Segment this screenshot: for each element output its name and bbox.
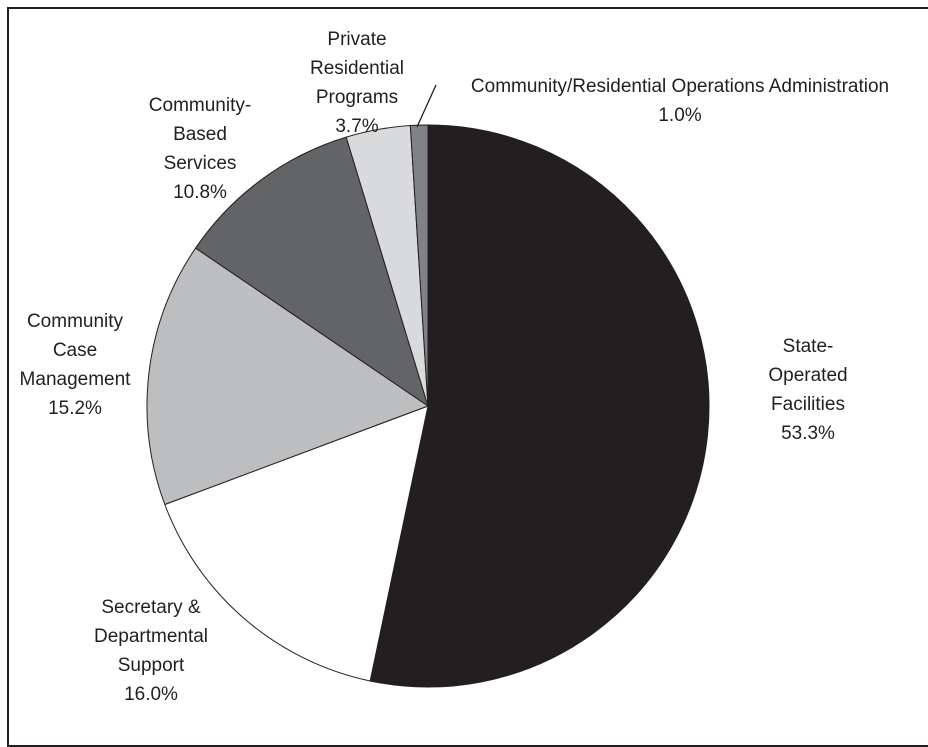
slice-name-line: Facilities xyxy=(771,394,845,415)
slice-name-line: Services xyxy=(164,153,237,174)
slice-value-label: 16.0% xyxy=(124,684,178,705)
slice-label-1: Secretary & Departmental Support 16.0% xyxy=(94,597,208,705)
slice-name-line: Departmental xyxy=(94,626,208,647)
pie-slice-3 xyxy=(195,136,429,407)
slice-label-5: Community/Residential Operations Adminis… xyxy=(471,76,889,126)
slice-label-2: Community Case Management 15.2% xyxy=(20,311,132,419)
slice-value-label: 3.7% xyxy=(335,116,378,137)
slice-name-line: Management xyxy=(20,369,132,390)
slice-value-label: 53.3% xyxy=(781,423,835,444)
slice-label-4: Private Residential Programs 3.7% xyxy=(310,29,404,137)
slice-name-line: Community- xyxy=(149,95,251,116)
slice-name-line: State- xyxy=(783,336,834,357)
leader-line xyxy=(416,84,437,128)
slice-name-line: Secretary & xyxy=(101,597,201,618)
slice-name-line: Programs xyxy=(316,87,398,108)
slice-name-line: Based xyxy=(173,124,227,145)
slice-name-line: Operated xyxy=(768,365,847,386)
slice-value-label: 1.0% xyxy=(658,105,701,126)
pie-chart: State- Operated Facilities 53.3% Secretary &… xyxy=(20,29,890,705)
slice-value-label: 15.2% xyxy=(48,398,102,419)
slice-name-line: Community xyxy=(27,311,124,332)
pie-slice-0 xyxy=(369,124,710,688)
slice-label-0: State- Operated Facilities 53.3% xyxy=(768,336,847,444)
slice-name-line: Case xyxy=(53,340,97,361)
slice-name-line: Community/Residential Operations Adminis… xyxy=(471,76,889,97)
pie-slice-2 xyxy=(146,247,429,505)
slice-name-line: Private xyxy=(327,29,386,50)
pie-slice-1 xyxy=(164,405,429,682)
slice-label-3: Community- Based Services 10.8% xyxy=(149,95,251,203)
pie-slice-5 xyxy=(409,124,429,407)
slice-value-label: 10.8% xyxy=(173,182,227,203)
slice-name-line: Residential xyxy=(310,58,404,79)
slice-name-line: Support xyxy=(118,655,185,676)
